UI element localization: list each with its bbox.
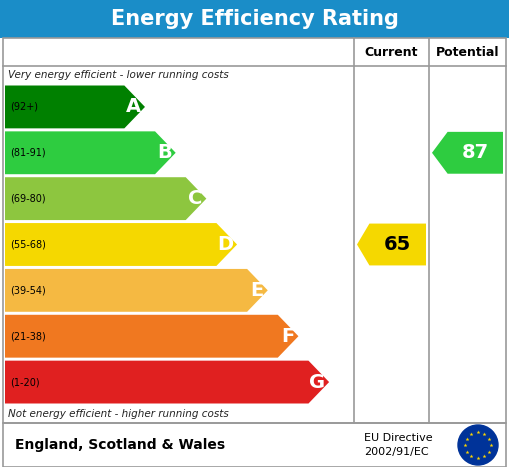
Bar	[3, 423, 506, 467]
Text: D: D	[217, 235, 233, 254]
Bar	[3, 38, 506, 423]
Text: (1-20): (1-20)	[10, 377, 40, 387]
Text: (55-68): (55-68)	[10, 240, 46, 249]
Polygon shape	[5, 223, 237, 266]
Polygon shape	[5, 315, 298, 358]
Text: 65: 65	[384, 235, 411, 254]
Text: Current: Current	[365, 45, 418, 58]
Polygon shape	[5, 177, 206, 220]
Text: G: G	[309, 373, 325, 391]
Polygon shape	[5, 361, 329, 403]
Text: Not energy efficient - higher running costs: Not energy efficient - higher running co…	[8, 409, 229, 419]
Polygon shape	[5, 131, 176, 174]
Text: (21-38): (21-38)	[10, 331, 46, 341]
Polygon shape	[432, 132, 503, 174]
Text: B: B	[157, 143, 172, 163]
Circle shape	[458, 425, 498, 465]
Text: (69-80): (69-80)	[10, 194, 46, 204]
Text: England, Scotland & Wales: England, Scotland & Wales	[15, 438, 225, 452]
Polygon shape	[5, 269, 268, 312]
Text: 87: 87	[462, 143, 489, 163]
Polygon shape	[5, 85, 145, 128]
Text: (92+): (92+)	[10, 102, 38, 112]
Text: F: F	[281, 327, 294, 346]
Text: A: A	[126, 98, 141, 116]
Bar	[0, 0, 509, 38]
Text: Potential: Potential	[436, 45, 499, 58]
Text: Energy Efficiency Rating: Energy Efficiency Rating	[110, 9, 399, 29]
Text: C: C	[188, 189, 203, 208]
Text: (81-91): (81-91)	[10, 148, 46, 158]
Text: Very energy efficient - lower running costs: Very energy efficient - lower running co…	[8, 70, 229, 80]
Text: EU Directive
2002/91/EC: EU Directive 2002/91/EC	[364, 433, 433, 457]
Text: (39-54): (39-54)	[10, 285, 46, 295]
Text: E: E	[250, 281, 264, 300]
Polygon shape	[357, 224, 426, 265]
